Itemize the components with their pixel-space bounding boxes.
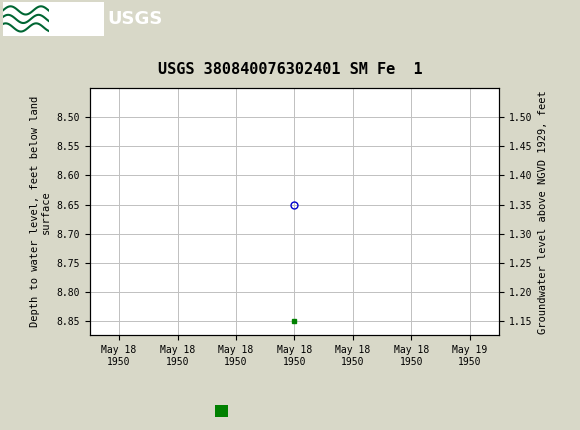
Text: USGS 380840076302401 SM Fe  1: USGS 380840076302401 SM Fe 1 xyxy=(158,62,422,77)
Y-axis label: Groundwater level above NGVD 1929, feet: Groundwater level above NGVD 1929, feet xyxy=(538,90,548,334)
Text: USGS: USGS xyxy=(107,10,162,28)
Y-axis label: Depth to water level, feet below land
surface: Depth to water level, feet below land su… xyxy=(30,96,51,327)
Bar xyxy=(3,2,104,36)
